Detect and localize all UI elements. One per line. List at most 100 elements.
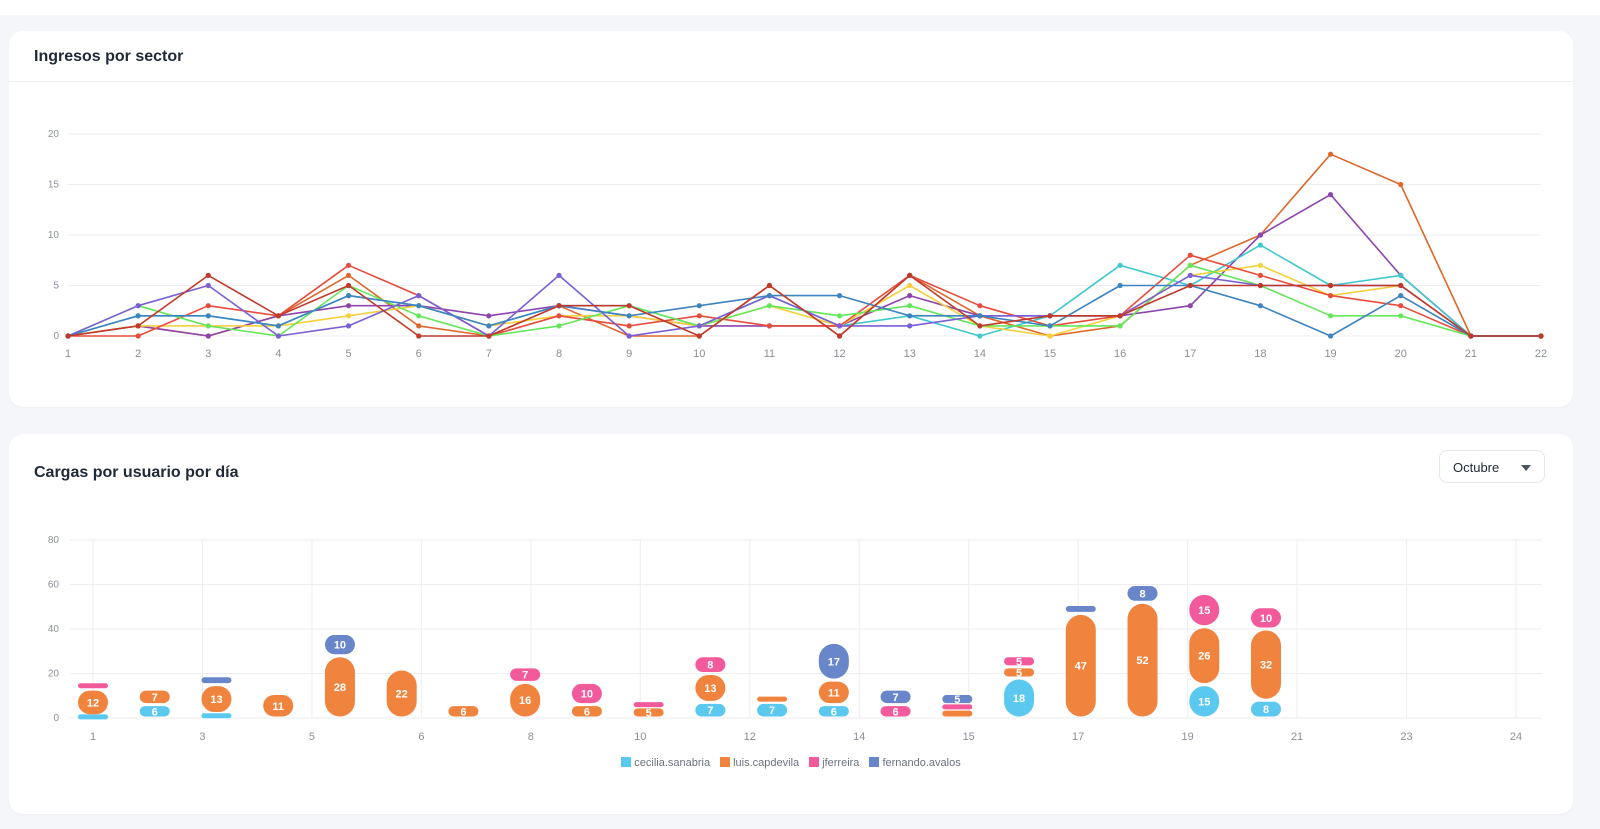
bar-x-tick-label: 6 — [418, 731, 424, 743]
bar-data-label: 5 — [954, 694, 960, 706]
line-point — [1187, 272, 1193, 278]
line-point — [1398, 282, 1404, 289]
bar-segment — [695, 703, 726, 717]
bar-segment — [448, 706, 479, 717]
bar-data-label: 11 — [828, 687, 840, 699]
bar-segment — [1065, 606, 1096, 612]
line-y-tick-label: 15 — [48, 180, 60, 191]
line-point — [1187, 262, 1193, 268]
line-point — [275, 333, 282, 339]
bar-x-tick-label: 1 — [90, 731, 96, 743]
bar-x-tick-label: 24 — [1510, 731, 1522, 743]
line-point — [1257, 272, 1264, 278]
line-point — [486, 333, 492, 339]
line-point — [135, 333, 141, 339]
legend-swatch — [621, 757, 632, 767]
line-point — [836, 323, 843, 329]
line-point — [205, 313, 211, 319]
bar-segment — [263, 695, 294, 717]
line-point — [1047, 323, 1053, 329]
legend-swatch — [869, 757, 880, 767]
bar-data-label: 22 — [396, 689, 408, 701]
line-point — [416, 303, 422, 309]
line-series-4 — [67, 264, 1541, 337]
bar-segment — [818, 706, 849, 717]
line-point — [1117, 282, 1123, 289]
bar-data-label: 7 — [522, 670, 528, 682]
top-bar — [0, 0, 1600, 15]
line-point — [416, 293, 422, 299]
line-point — [907, 282, 913, 289]
bar-data-label: 17 — [828, 656, 840, 668]
bar-data-label: 5 — [1016, 667, 1022, 679]
bar-data-label: 11 — [272, 701, 284, 713]
bar-data-label: 52 — [1136, 655, 1148, 667]
legend-item-cecilia.sanabria[interactable]: cecilia.sanabria — [621, 757, 710, 769]
bar-segment — [1251, 608, 1281, 628]
line-point — [626, 303, 632, 309]
line-point — [626, 333, 632, 339]
bar-segment — [1127, 586, 1158, 601]
line-point — [1398, 303, 1404, 309]
line-x-tick-label: 22 — [1535, 348, 1547, 360]
bar-segment — [78, 714, 108, 720]
line-series-7 — [67, 274, 1541, 337]
line-point — [556, 313, 562, 319]
bar-data-label: 26 — [1198, 651, 1210, 663]
bar-x-tick-label: 12 — [744, 731, 756, 743]
bar-segment — [1189, 628, 1220, 684]
line-point — [1327, 333, 1334, 339]
line-x-tick-label: 4 — [275, 348, 281, 360]
bar-segment — [695, 657, 726, 672]
bar-segment — [942, 695, 973, 704]
legend-label: fernando.avalos — [882, 757, 961, 769]
bar-segment — [201, 713, 232, 719]
bar-segment — [757, 696, 788, 702]
bar-segment — [633, 702, 664, 708]
bar-segment — [1004, 668, 1035, 677]
line-point — [65, 333, 71, 339]
bar-data-label: 18 — [1013, 693, 1025, 705]
bar-x-tick-label: 10 — [634, 731, 646, 743]
line-x-tick-label: 9 — [626, 348, 632, 360]
legend-item-luis.capdevila[interactable]: luis.capdevila — [720, 757, 799, 769]
line-point — [135, 313, 141, 319]
line-point — [556, 303, 562, 309]
line-x-tick-label: 15 — [1044, 348, 1056, 360]
line-point — [135, 303, 141, 309]
line-x-tick-label: 18 — [1254, 348, 1266, 360]
line-series-8 — [67, 284, 1541, 337]
line-point — [907, 303, 913, 309]
line-point — [977, 333, 983, 339]
line-x-tick-label: 5 — [346, 348, 352, 360]
line-point — [345, 262, 352, 268]
bar-data-label: 6 — [152, 706, 158, 718]
bar-x-tick-label: 3 — [199, 731, 205, 743]
line-point — [1187, 303, 1193, 309]
line-point — [1327, 293, 1334, 299]
line-point — [345, 303, 352, 309]
bar-x-tick-label: 23 — [1400, 731, 1412, 743]
legend-item-fernando.avalos[interactable]: fernando.avalos — [869, 757, 961, 769]
bar-data-label: 7 — [152, 692, 158, 704]
bar-data-label: 7 — [893, 692, 899, 704]
line-point — [556, 272, 562, 278]
line-point — [1398, 181, 1404, 188]
line-chart-title: Ingresos por sector — [34, 48, 184, 65]
bar-x-tick-label: 14 — [853, 731, 865, 743]
bar-data-label: 6 — [831, 706, 837, 718]
line-point — [1398, 293, 1404, 299]
line-x-tick-label: 12 — [833, 348, 845, 360]
bar-segment — [1189, 594, 1220, 626]
line-point — [696, 333, 702, 339]
legend-label: luis.capdevila — [733, 757, 800, 769]
line-point — [1257, 303, 1264, 309]
month-select[interactable]: Octubre — [1439, 450, 1545, 483]
line-point — [345, 323, 352, 329]
bar-segment — [942, 710, 973, 717]
line-x-tick-label: 8 — [556, 348, 562, 360]
line-point — [1398, 272, 1404, 278]
legend-item-jferreira[interactable]: jferreira — [809, 757, 859, 769]
bar-chart-title: Cargas por usuario por día — [34, 464, 239, 481]
